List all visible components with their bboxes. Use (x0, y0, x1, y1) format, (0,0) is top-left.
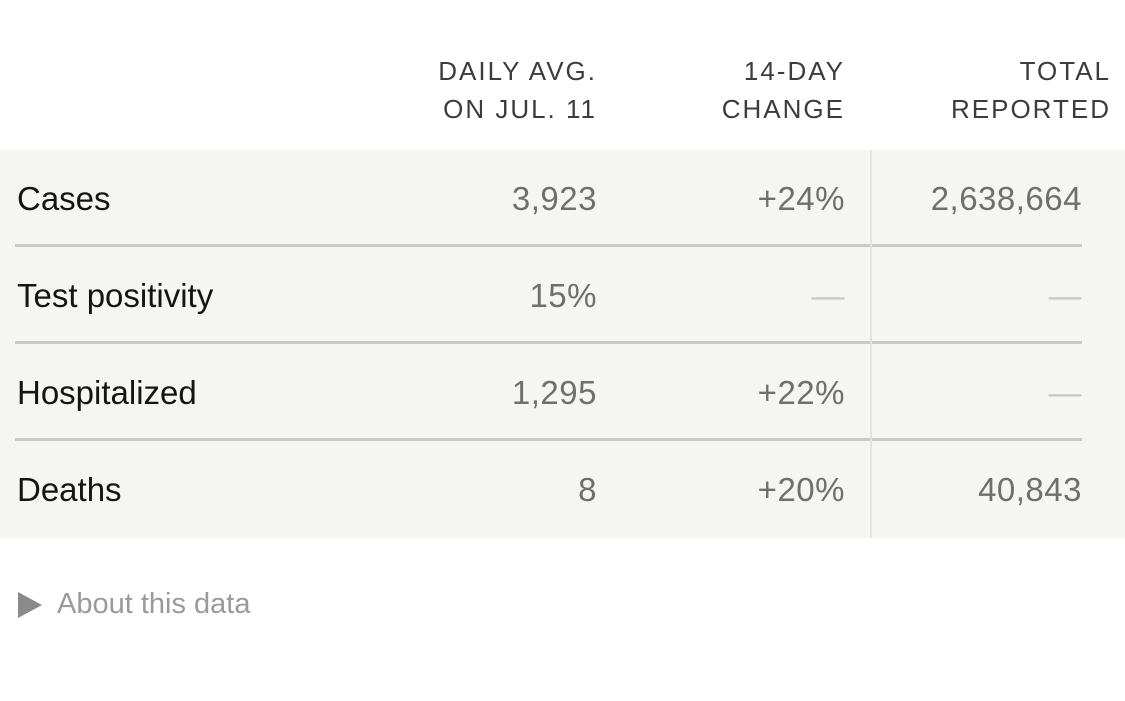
table-row-test-positivity: Test positivity 15% — — (0, 247, 1125, 344)
column-header-line: ON JUL. 11 (443, 94, 597, 124)
cell-14-day-change: +22% (757, 373, 845, 411)
row-label: Hospitalized (17, 373, 197, 411)
cell-total-reported: — (1048, 373, 1082, 411)
row-separator (15, 438, 1082, 441)
stats-table: Cases 3,923 +24% 2,638,664 Test positivi… (0, 150, 1125, 538)
cell-14-day-change: +20% (757, 470, 845, 508)
column-header-line: CHANGE (721, 94, 845, 124)
column-header-line: 14-DAY (743, 56, 845, 86)
cell-14-day-change: +24% (757, 179, 845, 217)
column-header-daily-avg: DAILY AVG. ON JUL. 11 (360, 52, 597, 128)
cell-daily-avg: 8 (578, 470, 597, 508)
row-label: Deaths (17, 470, 122, 508)
row-label: Cases (17, 179, 111, 217)
row-separator (15, 341, 1082, 344)
table-row-cases: Cases 3,923 +24% 2,638,664 (0, 150, 1125, 247)
table-row-hospitalized: Hospitalized 1,295 +22% — (0, 344, 1125, 441)
column-header-line: REPORTED (951, 94, 1111, 124)
cell-total-reported: 40,843 (978, 470, 1082, 508)
total-column-divider (870, 150, 872, 538)
table-row-deaths: Deaths 8 +20% 40,843 (0, 441, 1125, 538)
column-header-total-reported: TOTAL REPORTED (845, 52, 1125, 128)
row-separator (15, 244, 1082, 247)
table-header-row: DAILY AVG. ON JUL. 11 14-DAY CHANGE TOTA… (0, 52, 1125, 128)
cell-total-reported: — (1048, 276, 1082, 314)
column-header-line: TOTAL (1019, 56, 1111, 86)
cell-total-reported: 2,638,664 (930, 179, 1082, 217)
cell-daily-avg: 3,923 (511, 179, 597, 217)
row-label: Test positivity (17, 276, 214, 314)
cell-daily-avg: 1,295 (511, 373, 597, 411)
cell-14-day-change: — (811, 276, 845, 314)
column-header-14-day-change: 14-DAY CHANGE (597, 52, 845, 128)
triangle-right-icon (18, 591, 42, 618)
column-header-line: DAILY AVG. (438, 56, 597, 86)
cell-daily-avg: 15% (529, 276, 597, 314)
about-this-data-label: About this data (57, 588, 251, 620)
about-this-data-expander[interactable]: About this data (18, 588, 250, 621)
row-label-header-spacer (0, 52, 360, 128)
